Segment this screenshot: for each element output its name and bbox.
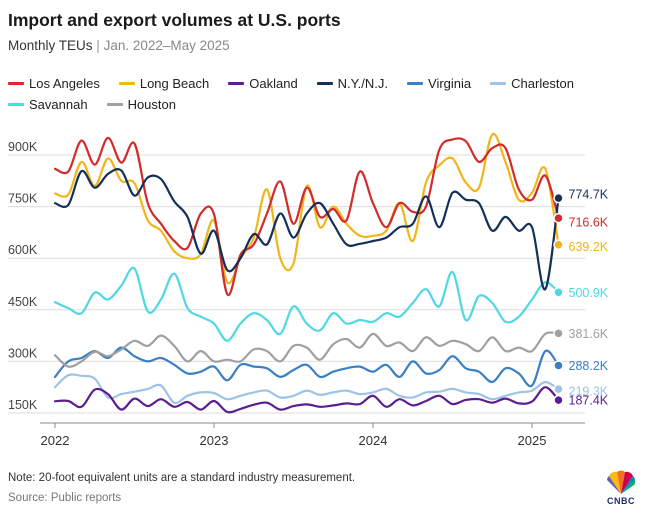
x-tick-label: 2023 [200, 433, 229, 448]
chart-subtitle: Monthly TEUs | Jan. 2022–May 2025 [8, 38, 230, 53]
chart-title: Import and export volumes at U.S. ports [8, 10, 341, 30]
cnbc-logo: CNBC [603, 468, 639, 518]
legend-swatch [490, 82, 507, 85]
end-value-label: 288.2K [569, 359, 609, 373]
legend-swatch [228, 82, 245, 85]
end-point-dot [553, 239, 564, 250]
legend-label: Virginia [428, 76, 472, 91]
series-line-savannah [53, 266, 560, 342]
y-tick-label: 150K [8, 398, 38, 412]
end-point-dot [553, 212, 564, 224]
peacock-icon [607, 470, 636, 494]
legend-swatch [8, 82, 24, 85]
series-line-n-y-n-j- [53, 168, 560, 291]
end-point-dot [553, 287, 564, 298]
y-tick-label: 900K [8, 140, 38, 154]
legend-swatch [118, 82, 135, 85]
y-tick-label: 750K [8, 192, 38, 206]
legend-item: Charleston [490, 76, 574, 91]
legend-label: Savannah [29, 97, 88, 112]
end-value-label: 381.6K [569, 327, 609, 341]
x-tick-label: 2022 [41, 433, 70, 448]
legend-label: Charleston [511, 76, 575, 91]
end-value-label: 774.7K [569, 188, 609, 202]
series-line-oakland [53, 386, 560, 414]
end-value-label: 716.6K [569, 216, 609, 230]
chart-source: Source: Public reports [8, 492, 122, 504]
x-tick-label: 2025 [518, 433, 547, 448]
x-tick-label: 2024 [359, 433, 388, 448]
line-chart: 150K 300K 450K 600K 750K 900K 2022 2023 2024 2025… [8, 132, 609, 448]
y-tick-label: 300K [8, 346, 38, 360]
series-line-houston [53, 331, 560, 368]
legend-label: Long Beach [139, 76, 210, 91]
end-point-dot [553, 360, 564, 371]
end-point-dot [553, 383, 564, 395]
legend-item: Long Beach [118, 76, 210, 91]
end-point-dot [553, 328, 564, 339]
end-value-label: 187.4K [569, 394, 609, 408]
y-tick-label: 600K [8, 243, 38, 257]
legend-item: N.Y./N.J. [316, 76, 389, 91]
legend-row: Savannah Houston [8, 94, 628, 115]
y-tick-label: 450K [8, 295, 38, 309]
legend-swatch [316, 82, 333, 85]
legend-label: Los Angeles [29, 76, 100, 91]
legend-item: Oakland [228, 76, 298, 91]
series-line-long-beach [53, 132, 560, 285]
legend-swatch [106, 103, 123, 106]
legend-item: Los Angeles [8, 76, 100, 91]
end-value-label: 639.2K [569, 240, 609, 254]
legend-swatch [407, 82, 424, 85]
series-line-los-angeles [53, 136, 560, 296]
legend-row: Los Angeles Long Beach Oakland N.Y./N.J. Vir… [8, 73, 628, 94]
legend-item: Houston [106, 97, 176, 112]
end-point-dot [553, 192, 564, 204]
series-line-charleston [53, 373, 560, 405]
chart-legend: Los Angeles Long Beach Oakland N.Y./N.J. Vir… [8, 73, 628, 115]
legend-item: Virginia [407, 76, 471, 91]
legend-swatch [8, 103, 24, 106]
subtitle-date-range: Jan. 2022–May 2025 [103, 38, 230, 53]
end-value-label: 500.9K [569, 286, 609, 300]
end-point-dot [553, 394, 564, 406]
logo-wordmark: CNBC [607, 496, 635, 506]
legend-item: Savannah [8, 97, 88, 112]
legend-label: Oakland [249, 76, 298, 91]
end-value-label: 219.3K [569, 385, 609, 399]
legend-label: N.Y./N.J. [337, 76, 389, 91]
series-line-virginia [53, 346, 560, 388]
legend-label: Houston [127, 97, 176, 112]
chart-note: Note: 20-foot equivalent units are a sta… [8, 472, 356, 484]
subtitle-main: Monthly TEUs [8, 38, 93, 53]
subtitle-separator: | [96, 38, 100, 53]
